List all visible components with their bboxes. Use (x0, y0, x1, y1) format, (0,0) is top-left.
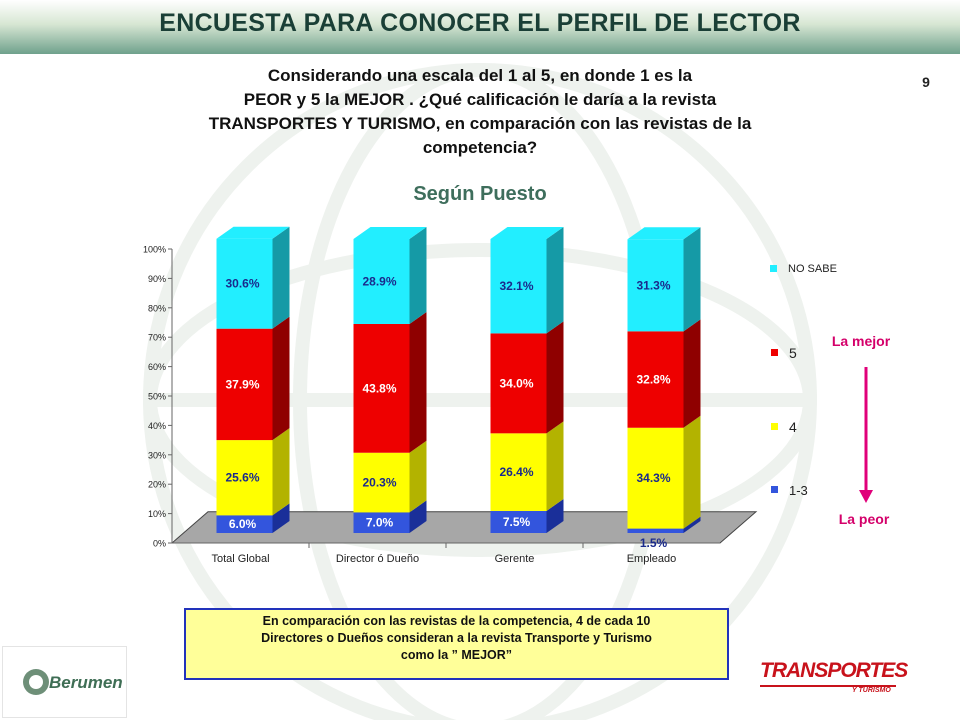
legend-label-no-sabe: NO SABE (788, 263, 837, 275)
legend-swatch-1-3 (771, 486, 778, 493)
bar-segment-no-sabe (353, 239, 410, 324)
legend-label-1-3: 1-3 (789, 483, 808, 498)
logo-underline (760, 685, 896, 687)
bar-segment-no-sabe (627, 239, 684, 332)
berumen-logo: Berumen (2, 646, 127, 718)
bar-segment-1-3 (353, 512, 410, 533)
y-tick-label: 100% (143, 245, 166, 255)
transportes-subtitle: Y TURISMO (852, 687, 891, 694)
data-label: 32.1% (499, 279, 533, 293)
bar-segment-5 (353, 323, 410, 453)
bar-side-5 (272, 316, 290, 441)
y-tick-label: 60% (148, 362, 166, 372)
data-label: 7.5% (503, 515, 531, 529)
legend-label-4: 4 (789, 419, 797, 435)
data-label: 37.9% (225, 377, 259, 391)
bar-segment-4 (353, 452, 410, 513)
data-label: 7.0% (366, 516, 394, 530)
bar-side-1-3 (546, 498, 564, 533)
data-label: 30.6% (225, 277, 259, 291)
y-tick-label: 80% (148, 303, 166, 313)
bar-top-no-sabe (216, 226, 290, 239)
question-line-1: Considerando una escala del 1 al 5, en d… (267, 66, 693, 85)
berumen-wordmark: Berumen (49, 673, 123, 692)
bar-side-5 (409, 311, 427, 453)
bar-segment-no-sabe (490, 239, 547, 334)
bar-side-1-3 (409, 500, 427, 533)
bar-segment-1-3 (216, 515, 273, 533)
bar-side-5 (546, 321, 564, 434)
arrow-down-icon (859, 490, 873, 503)
note-line-3: como la ” MEJOR” (400, 648, 513, 662)
data-label: 1.5% (640, 536, 668, 550)
bar-segment-4 (216, 440, 273, 516)
legend-swatch-4 (771, 423, 778, 430)
chart-title: Según Puesto (413, 183, 547, 205)
legend-swatch-no-sabe (770, 265, 777, 272)
bar-side-4 (683, 415, 701, 529)
bar-segment-no-sabe (216, 238, 273, 329)
label-la-mejor: La mejor (832, 333, 891, 349)
y-tick-label: 70% (148, 333, 166, 343)
y-tick-label: 40% (148, 421, 166, 431)
bar-side-no-sabe (683, 227, 701, 332)
bar-side-no-sabe (546, 227, 564, 334)
bar-segment-1-3 (490, 510, 547, 533)
y-tick-label: 20% (148, 480, 166, 490)
bar-segment-5 (490, 333, 547, 434)
bar-top-no-sabe (353, 227, 427, 239)
bar-side-no-sabe (409, 227, 427, 324)
note-line-2: Directores o Dueños consideran a la revi… (261, 631, 652, 645)
bar-segment-5 (627, 331, 684, 428)
conclusion-note: En comparación con las revistas de la co… (184, 608, 729, 680)
data-label: 34.0% (499, 376, 533, 390)
data-label: 32.8% (636, 373, 670, 387)
data-label: 25.6% (225, 471, 259, 485)
y-tick-label: 50% (148, 392, 166, 402)
survey-question: Considerando una escala del 1 al 5, en d… (130, 64, 830, 160)
page-number: 9 (922, 74, 930, 90)
bar-side-1-3 (272, 503, 290, 533)
bar-segment-4 (627, 427, 684, 529)
data-label: 34.3% (636, 471, 670, 485)
header-banner: ENCUESTA PARA CONOCER EL PERFIL DE LECTO… (0, 0, 960, 54)
question-line-2: PEOR y 5 la MEJOR . ¿Qué calificación le… (243, 90, 717, 109)
question-line-4: competencia? (422, 138, 538, 157)
berumen-mark-icon (23, 669, 49, 695)
bar-top-no-sabe (627, 227, 701, 240)
label-la-peor: La peor (839, 511, 890, 527)
page-title: ENCUESTA PARA CONOCER EL PERFIL DE LECTO… (159, 9, 801, 37)
data-label: 31.3% (636, 278, 670, 292)
data-label: 6.0% (229, 517, 257, 531)
note-line-1: En comparación con las revistas de la co… (262, 614, 651, 628)
bar-side-1-3 (683, 516, 701, 533)
x-tick-label: Gerente (495, 553, 535, 565)
legend-label-5: 5 (789, 345, 797, 361)
bar-segment-1-3 (627, 528, 684, 533)
bar-top-no-sabe (490, 227, 564, 239)
y-tick-label: 10% (148, 509, 166, 519)
x-tick-label: Total Global (211, 553, 269, 565)
x-tick-label: Director ó Dueño (336, 553, 419, 565)
transportes-logo: TRANSPORTES Y TURISMO (756, 657, 908, 697)
y-tick-label: 30% (148, 450, 166, 460)
bar-side-4 (409, 440, 427, 513)
data-label: 43.8% (362, 381, 396, 395)
y-tick-label: 90% (148, 274, 166, 284)
bar-segment-4 (490, 433, 547, 511)
x-tick-label: Empleado (627, 553, 677, 565)
y-tick-label: 0% (153, 539, 166, 549)
bar-side-5 (683, 319, 701, 428)
question-line-3: TRANSPORTES Y TURISMO, en comparación co… (208, 114, 752, 133)
data-label: 28.9% (362, 274, 396, 288)
bar-side-4 (546, 421, 564, 511)
transportes-wordmark: TRANSPORTES (760, 659, 908, 682)
bar-side-4 (272, 428, 290, 516)
data-label: 20.3% (362, 476, 396, 490)
data-label: 26.4% (499, 465, 533, 479)
bar-side-no-sabe (272, 226, 290, 329)
bar-segment-5 (216, 328, 273, 441)
legend-swatch-5 (771, 349, 778, 356)
